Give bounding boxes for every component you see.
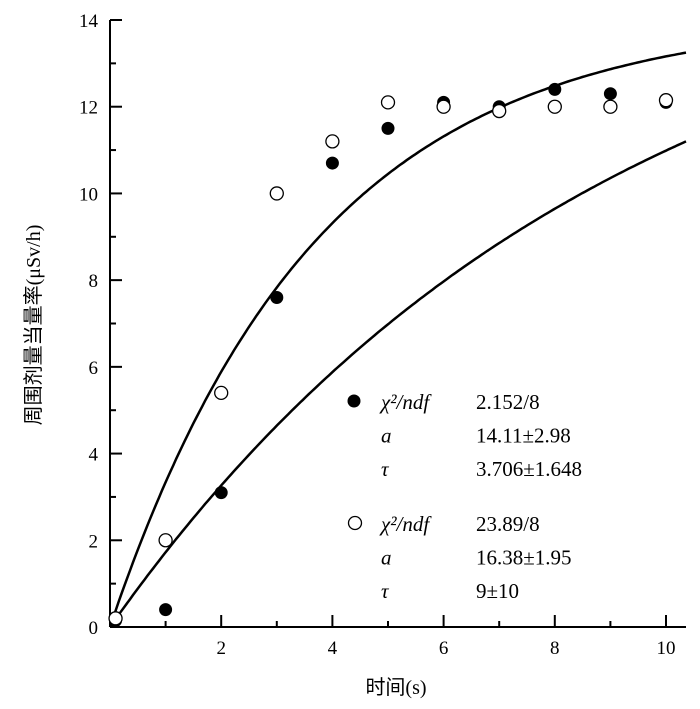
open-point-series-2 bbox=[547, 99, 562, 114]
y-tick-label: 2 bbox=[89, 531, 99, 552]
x-tick-label: 4 bbox=[328, 638, 338, 659]
x-axis-title: 时间(s) bbox=[365, 676, 426, 699]
open-point-series-2 bbox=[492, 103, 507, 119]
legend-label: a bbox=[381, 546, 392, 570]
open-point-series-2 bbox=[214, 385, 229, 401]
legend-value: 2.152/8 bbox=[476, 390, 540, 414]
x-tick-label: 2 bbox=[216, 638, 226, 659]
filled-point-series-1 bbox=[325, 156, 339, 170]
fit-curves bbox=[108, 51, 687, 628]
open-point-series-2 bbox=[269, 186, 284, 201]
legend-value: 14.11±2.98 bbox=[476, 424, 571, 448]
legend-marker-series-2 bbox=[347, 515, 363, 531]
y-tick-label: 6 bbox=[89, 358, 99, 379]
x-tick-label: 10 bbox=[657, 638, 676, 659]
y-tick-label: 12 bbox=[79, 98, 98, 119]
open-point-series-2 bbox=[658, 93, 674, 108]
open-point-series-2 bbox=[603, 99, 618, 114]
y-tick-label: 10 bbox=[79, 184, 98, 205]
fit-curve-1 bbox=[108, 51, 687, 628]
legend-marker-series-1 bbox=[347, 394, 361, 408]
legend-value: 23.89/8 bbox=[476, 512, 540, 536]
legend-label: τ bbox=[381, 579, 390, 603]
y-axis-title: 周围剂量当量率(μSv/h) bbox=[22, 225, 45, 426]
open-point-series-2 bbox=[436, 99, 451, 114]
filled-point-series-1 bbox=[381, 121, 395, 135]
x-tick-label: 8 bbox=[550, 638, 560, 659]
data-points bbox=[108, 82, 674, 627]
legend: χ²/ndf 2.152/8 a 14.11±2.98 τ 3.706±1.648 χ²/n… bbox=[347, 390, 582, 603]
legend-value: 3.706±1.648 bbox=[476, 457, 582, 481]
filled-point-series-1 bbox=[270, 290, 284, 304]
y-tick-label: 8 bbox=[89, 271, 99, 292]
filled-point-series-1 bbox=[603, 87, 617, 101]
y-tick-label: 4 bbox=[89, 445, 99, 466]
x-tick-label: 6 bbox=[439, 638, 449, 659]
axes: 0 2 4 6 8 10 12 14 2 4 6 8 10 bbox=[79, 11, 686, 659]
legend-label: a bbox=[381, 424, 392, 448]
open-point-series-2 bbox=[108, 611, 123, 626]
filled-point-series-1 bbox=[214, 486, 228, 500]
legend-label: χ²/ndf bbox=[379, 390, 432, 414]
open-point-series-2 bbox=[158, 533, 173, 548]
fit-curve-2 bbox=[108, 140, 687, 628]
filled-point-series-1 bbox=[159, 603, 173, 617]
open-point-series-2 bbox=[380, 95, 396, 110]
legend-value: 9±10 bbox=[476, 579, 519, 603]
y-tick-label: 14 bbox=[79, 11, 99, 32]
open-point-series-2 bbox=[325, 134, 340, 149]
legend-label: χ²/ndf bbox=[379, 512, 432, 536]
legend-label: τ bbox=[381, 457, 390, 481]
filled-point-series-1 bbox=[548, 82, 562, 96]
legend-value: 16.38±1.95 bbox=[476, 546, 572, 570]
y-tick-label: 0 bbox=[89, 618, 99, 639]
